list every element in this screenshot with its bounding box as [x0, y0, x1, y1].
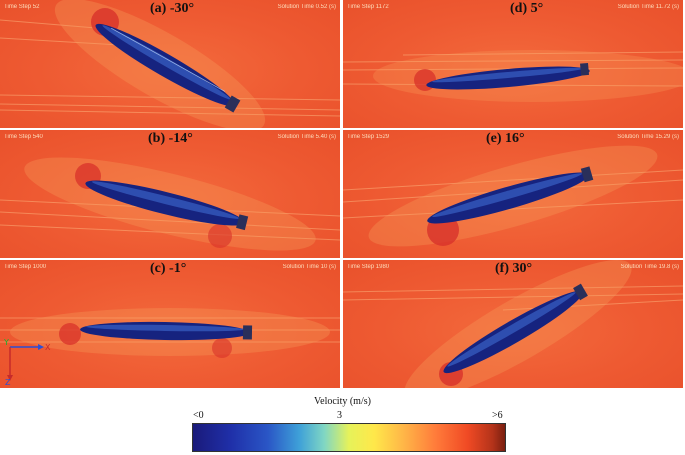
- submarine-hull: [426, 62, 590, 90]
- time-step-label: Time Step 1529: [347, 134, 390, 140]
- flow-field: [343, 145, 683, 247]
- colorbar-title: Velocity (m/s): [314, 396, 371, 407]
- flow-field: [343, 50, 683, 102]
- colorbar-min-label: <0: [193, 410, 204, 421]
- submarine-hull: [80, 321, 253, 341]
- solution-time-label: Solution Time 0.52 (s): [277, 4, 336, 10]
- axis-z-label: Z: [5, 378, 11, 385]
- panel-b: Time Step 540 Solution Time 5.40 (s) (b)…: [0, 130, 340, 258]
- panel-title: (d) 5°: [510, 1, 544, 16]
- colorbar-mid-label: 3: [337, 410, 342, 421]
- panel-c: Time Step 1000 Solution Time 10 (s) (c) …: [0, 260, 340, 388]
- submarine-hull: [427, 166, 594, 224]
- panel-title: (e) 16°: [486, 131, 525, 146]
- flow-field: [343, 260, 683, 388]
- panel-d: Time Step 1172 Solution Time 11.72 (s) (…: [343, 0, 683, 128]
- submarine-hull: [85, 180, 249, 231]
- solution-time-label: Solution Time 10 (s): [282, 264, 336, 270]
- panel-title: (b) -14°: [148, 131, 193, 146]
- panel-f: Time Step 1980 Solution Time 19.8 (s) (f…: [343, 260, 683, 388]
- flow-field: [0, 0, 340, 128]
- time-step-label: Time Step 1980: [347, 264, 390, 270]
- submarine-hull: [443, 283, 588, 374]
- solution-time-label: Solution Time 19.8 (s): [620, 264, 679, 270]
- flow-field: [0, 157, 340, 251]
- solution-time-label: Solution Time 15.29 (s): [617, 134, 679, 140]
- time-step-label: Time Step 1000: [4, 264, 47, 270]
- flow-field: [0, 308, 340, 358]
- coordinate-axes-icon: Y X Z: [3, 338, 51, 385]
- time-step-label: Time Step 540: [4, 134, 43, 140]
- submarine-hull: [95, 23, 241, 113]
- solution-time-label: Solution Time 5.40 (s): [277, 134, 336, 140]
- axis-x-label: X: [45, 343, 51, 352]
- axis-y-label: Y: [3, 338, 9, 347]
- streaks: [0, 19, 340, 117]
- panel-title: (f) 30°: [495, 261, 533, 276]
- panel-a: Time Step 52 Solution Time 0.52 (s) (a) …: [0, 0, 340, 128]
- panel-e: Time Step 1529 Solution Time 15.29 (s) (…: [343, 130, 683, 258]
- panel-title: (a) -30°: [150, 1, 195, 16]
- solution-time-label: Solution Time 11.72 (s): [617, 4, 679, 10]
- panel-title: (c) -1°: [150, 261, 187, 276]
- velocity-colorbar: [192, 423, 506, 452]
- time-step-label: Time Step 52: [4, 4, 40, 10]
- colorbar-max-label: >6: [492, 410, 503, 421]
- time-step-label: Time Step 1172: [347, 4, 389, 10]
